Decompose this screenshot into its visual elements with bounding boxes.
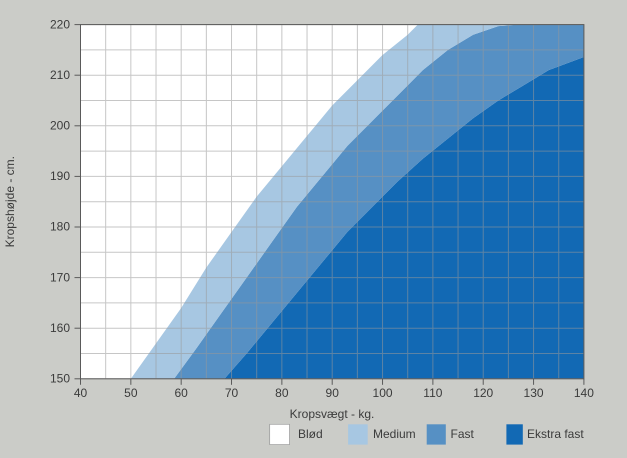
svg-text:130: 130 <box>524 386 544 400</box>
svg-text:70: 70 <box>225 386 239 400</box>
svg-text:150: 150 <box>50 372 70 386</box>
svg-text:Blød: Blød <box>298 427 323 441</box>
svg-text:120: 120 <box>473 386 493 400</box>
svg-text:100: 100 <box>373 386 393 400</box>
svg-text:160: 160 <box>50 321 70 335</box>
svg-text:90: 90 <box>326 386 340 400</box>
svg-text:60: 60 <box>175 386 189 400</box>
svg-text:220: 220 <box>50 17 70 31</box>
svg-text:Ekstra fast: Ekstra fast <box>527 427 584 441</box>
svg-text:210: 210 <box>50 68 70 82</box>
svg-text:190: 190 <box>50 169 70 183</box>
svg-text:200: 200 <box>50 119 70 133</box>
svg-text:Fast: Fast <box>451 427 475 441</box>
svg-text:80: 80 <box>275 386 289 400</box>
svg-text:170: 170 <box>50 270 70 284</box>
svg-text:Kropsvægt - kg.: Kropsvægt - kg. <box>290 407 375 421</box>
svg-text:140: 140 <box>574 386 594 400</box>
svg-text:180: 180 <box>50 220 70 234</box>
svg-text:40: 40 <box>74 386 88 400</box>
svg-text:110: 110 <box>423 386 442 400</box>
svg-text:50: 50 <box>124 386 138 400</box>
svg-text:Kropshøjde - cm.: Kropshøjde - cm. <box>3 156 17 247</box>
svg-text:Medium: Medium <box>373 427 416 441</box>
